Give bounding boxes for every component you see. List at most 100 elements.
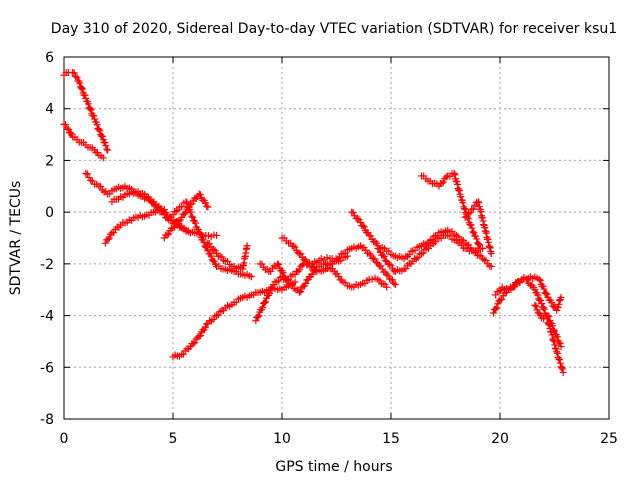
data-point [291, 243, 299, 251]
data-point [302, 280, 310, 288]
data-point [255, 312, 263, 320]
data-point [104, 235, 112, 243]
data-point [170, 223, 178, 231]
data-point [476, 244, 484, 252]
data-point [218, 253, 226, 261]
data-point [493, 304, 501, 312]
series-track-g [169, 198, 255, 281]
series-track-n [374, 231, 487, 276]
series-track-l [256, 252, 351, 283]
data-point [386, 260, 394, 268]
data-point [172, 207, 180, 215]
data-point [200, 238, 208, 246]
data-point [169, 211, 177, 219]
data-point [203, 320, 211, 328]
data-point [203, 202, 211, 210]
data-point [204, 203, 212, 211]
data-point [451, 171, 459, 179]
data-point [465, 241, 473, 249]
data-point [308, 270, 316, 278]
series-track-a [60, 69, 112, 154]
data-point [383, 270, 391, 278]
data-point [96, 127, 104, 135]
data-point [489, 309, 497, 317]
data-point [544, 312, 552, 320]
data-point [195, 332, 203, 340]
data-point [551, 344, 559, 352]
data-point [295, 288, 303, 296]
data-point [475, 241, 483, 249]
y-tick-label: -8 [40, 412, 54, 428]
data-point [63, 124, 71, 132]
data-point [455, 186, 463, 194]
data-point [86, 105, 94, 113]
data-point [557, 293, 565, 301]
data-point [387, 275, 395, 283]
data-point [404, 261, 412, 269]
data-point [105, 234, 113, 242]
data-point [68, 130, 76, 138]
data-point [558, 365, 566, 373]
data-point [189, 213, 197, 221]
data-point [556, 297, 564, 305]
data-point [540, 305, 548, 313]
points-layer [60, 69, 567, 376]
data-point [76, 79, 84, 87]
data-point [487, 262, 495, 270]
x-tick-label: 5 [169, 431, 178, 447]
data-point [101, 139, 109, 147]
data-point [545, 313, 553, 321]
y-tick-label: -6 [40, 360, 54, 376]
data-point [165, 230, 173, 238]
data-point [383, 283, 391, 291]
data-point [453, 180, 461, 188]
data-point [495, 287, 503, 295]
data-point [196, 191, 204, 199]
data-point [262, 298, 270, 306]
data-point [67, 129, 75, 137]
data-point [290, 242, 298, 250]
data-point [101, 239, 109, 247]
grid-layer [64, 57, 609, 419]
data-point [258, 260, 266, 268]
data-point [87, 106, 95, 114]
data-point [189, 340, 197, 348]
data-point [543, 290, 551, 298]
data-point [380, 253, 388, 261]
x-tick-label: 25 [600, 431, 618, 447]
data-point [98, 132, 106, 140]
series-track-k [278, 234, 399, 289]
data-point [556, 356, 564, 364]
data-point [550, 326, 558, 334]
data-point [540, 304, 548, 312]
data-point [555, 300, 563, 308]
data-point [558, 364, 566, 372]
data-point [207, 252, 215, 260]
data-point [335, 273, 343, 281]
data-point [107, 230, 115, 238]
data-point [540, 285, 548, 293]
data-point [556, 339, 564, 347]
data-point [542, 289, 550, 297]
series-track-d [101, 206, 168, 247]
data-point [297, 250, 305, 258]
data-point [473, 235, 481, 243]
data-point [359, 222, 367, 230]
data-point [265, 290, 273, 298]
x-tick-label: 15 [382, 431, 400, 447]
data-point [377, 262, 385, 270]
data-point [297, 287, 305, 295]
data-point [551, 341, 559, 349]
data-point [325, 261, 333, 269]
data-point [180, 210, 188, 218]
data-point [548, 298, 556, 306]
data-point [498, 295, 506, 303]
data-point [469, 228, 477, 236]
data-point [77, 84, 85, 92]
data-point [461, 213, 469, 221]
data-point [372, 258, 380, 266]
series-track-o [418, 169, 484, 252]
data-point [553, 349, 561, 357]
data-point [243, 242, 251, 250]
data-point [438, 179, 446, 187]
